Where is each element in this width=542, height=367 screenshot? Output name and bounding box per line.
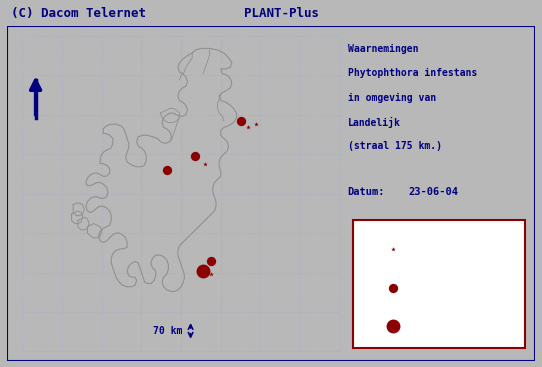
Point <box>163 167 171 173</box>
Point <box>388 246 397 252</box>
Text: 9: 9 <box>500 321 507 331</box>
Bar <box>353 221 525 348</box>
Text: Waarnemingen: Waarnemingen <box>348 44 418 54</box>
Point <box>388 323 397 329</box>
Point <box>199 268 208 274</box>
Point <box>207 271 216 277</box>
Text: (C) Dacom Telernet: (C) Dacom Telernet <box>11 7 146 19</box>
Text: (straal 175 km.): (straal 175 km.) <box>348 141 442 151</box>
Text: 3: 3 <box>500 244 507 254</box>
Point <box>251 121 260 127</box>
Point <box>201 161 209 167</box>
Text: 23-06-04: 23-06-04 <box>409 187 459 197</box>
Point <box>243 124 252 130</box>
Point <box>191 153 199 159</box>
Text: PLANT-Plus: PLANT-Plus <box>244 7 319 19</box>
Text: Landelijk: Landelijk <box>348 117 401 128</box>
Text: 6: 6 <box>500 283 507 292</box>
Text: waardes: waardes <box>413 229 454 239</box>
Text: Datum:: Datum: <box>348 187 385 197</box>
Point <box>237 118 246 124</box>
Point <box>388 285 397 291</box>
Point <box>207 258 216 264</box>
Text: 70 km: 70 km <box>153 326 183 336</box>
Text: in omgeving van: in omgeving van <box>348 92 436 102</box>
Text: Phytophthora infestans: Phytophthora infestans <box>348 68 477 79</box>
